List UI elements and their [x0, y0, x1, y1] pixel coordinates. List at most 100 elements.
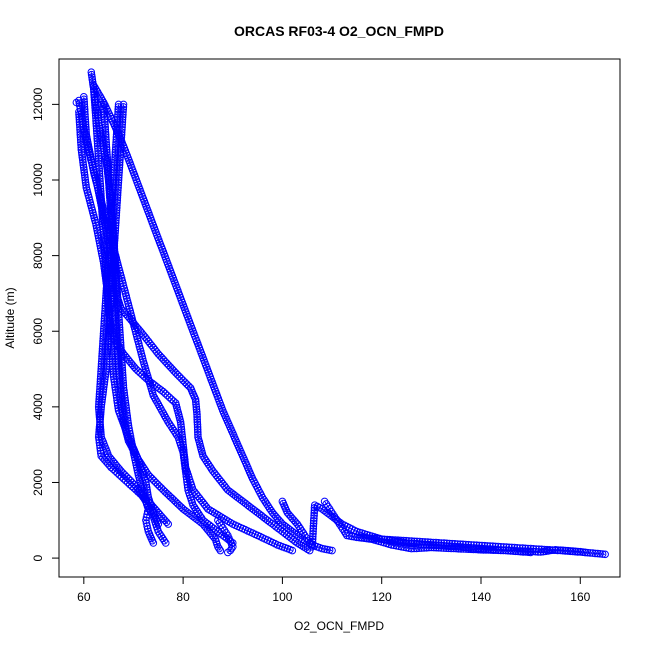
data-point — [104, 256, 113, 265]
data-point — [142, 483, 151, 492]
data-point — [588, 549, 597, 557]
data-point — [111, 282, 120, 290]
data-point — [358, 534, 366, 542]
data-point — [102, 138, 110, 146]
data-point — [310, 514, 318, 523]
y-tick-label: 12000 — [31, 87, 45, 121]
data-point — [193, 413, 201, 421]
data-point — [103, 153, 111, 162]
data-point — [216, 546, 225, 555]
data-point — [142, 478, 150, 487]
data-point — [81, 118, 90, 126]
data-point — [165, 393, 174, 402]
y-axis-label: Altitude (m) — [3, 287, 17, 348]
plot-frame — [58, 58, 621, 578]
data-point — [353, 533, 361, 542]
data-point — [143, 525, 152, 533]
series-line — [78, 111, 159, 525]
data-point — [81, 120, 90, 129]
data-point — [103, 148, 111, 157]
data-point — [107, 219, 115, 227]
data-point — [310, 509, 319, 517]
data-point — [489, 546, 498, 555]
data-point — [97, 195, 105, 203]
data-point — [81, 178, 90, 187]
data-point — [106, 221, 115, 230]
data-point — [96, 415, 104, 424]
data-point — [75, 99, 84, 107]
data-point — [101, 297, 110, 305]
data-point — [454, 545, 463, 553]
data-point — [180, 453, 189, 462]
data-point — [100, 319, 108, 328]
data-point — [412, 544, 421, 553]
data-point — [103, 156, 112, 164]
data-point — [581, 548, 590, 557]
data-point — [601, 550, 609, 559]
data-point — [112, 284, 120, 293]
data-point — [521, 547, 530, 556]
data-point — [107, 214, 115, 222]
data-point — [97, 192, 105, 201]
series-line — [93, 89, 293, 551]
data-point — [556, 546, 565, 555]
data-point — [103, 269, 112, 278]
data-point — [420, 544, 428, 552]
data-point — [98, 350, 106, 358]
data-point — [111, 145, 120, 154]
data-point — [192, 403, 201, 411]
data-point — [457, 545, 465, 553]
data-point — [98, 215, 107, 223]
data-points — [72, 68, 609, 559]
data-point — [504, 546, 513, 555]
x-tick-label: 140 — [471, 590, 491, 604]
data-point — [210, 533, 218, 542]
data-point — [104, 251, 113, 260]
data-point — [98, 347, 107, 356]
data-point — [179, 443, 188, 452]
data-point — [75, 96, 83, 105]
data-point — [554, 546, 562, 554]
data-point — [107, 209, 116, 217]
data-point — [110, 173, 118, 182]
y-axis: 0 2000 4000 6000 8000 10000 12000 — [31, 87, 59, 561]
data-point — [77, 140, 85, 149]
data-point — [98, 96, 107, 105]
data-point — [81, 108, 89, 116]
series-line — [98, 104, 167, 544]
data-point — [92, 114, 100, 122]
data-point — [90, 98, 99, 107]
data-point — [136, 369, 144, 377]
data-point — [111, 385, 120, 394]
data-point — [93, 137, 102, 145]
data-point — [112, 143, 120, 151]
data-point — [410, 544, 418, 553]
data-point — [102, 135, 110, 144]
data-point — [100, 240, 108, 249]
data-point — [99, 337, 107, 346]
data-point — [92, 119, 100, 128]
data-point — [415, 544, 423, 553]
data-point — [544, 547, 552, 555]
data-point — [87, 68, 96, 76]
y-tick-label: 2000 — [31, 469, 45, 496]
data-point — [110, 375, 118, 384]
data-point — [193, 410, 201, 419]
data-point — [80, 171, 89, 179]
y-tick-label: 4000 — [31, 393, 45, 420]
data-point — [160, 536, 168, 545]
data-point — [77, 145, 86, 154]
data-point — [97, 367, 105, 376]
data-point — [96, 182, 105, 191]
data-point — [586, 549, 595, 557]
data-point — [559, 546, 567, 555]
data-point — [215, 544, 223, 553]
data-point — [91, 103, 99, 112]
data-point — [100, 322, 108, 331]
series-line — [93, 85, 333, 551]
data-point — [308, 540, 317, 549]
data-point — [309, 519, 318, 528]
data-point — [529, 547, 537, 556]
data-point — [95, 387, 104, 396]
data-point — [92, 85, 100, 94]
